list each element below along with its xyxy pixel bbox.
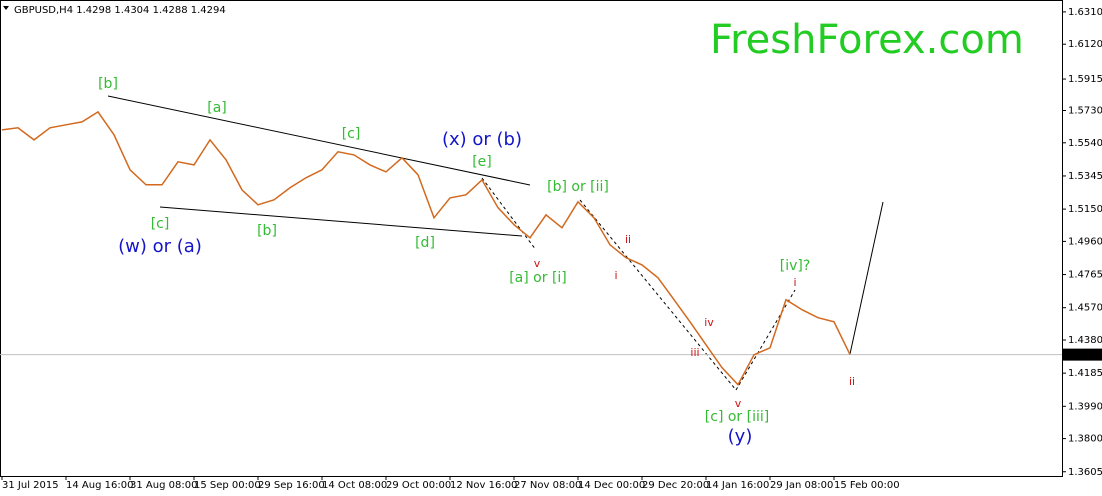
- y-tick-label: 1.3990: [1068, 401, 1102, 412]
- wave-label: v: [735, 397, 742, 410]
- price-line-series: [1, 110, 851, 386]
- y-tick-label: 1.5345: [1068, 171, 1102, 182]
- wave-label: [b]: [257, 223, 277, 239]
- x-tick-label: 14 Jan 16:00: [706, 480, 769, 491]
- wave-label: [c] or [iii]: [705, 409, 769, 425]
- x-tick-label: 29 Jan 08:00: [770, 480, 833, 491]
- y-tick-label: 1.4380: [1068, 335, 1102, 346]
- x-tick-label: 14 Aug 16:00: [66, 480, 133, 491]
- wave-label: ii: [625, 233, 631, 246]
- x-tick-label: 14 Dec 00:00: [578, 480, 645, 491]
- wave-label: (w) or (a): [118, 236, 202, 257]
- wave-label: [b] or [ii]: [547, 179, 609, 195]
- x-tick-label: 12 Nov 16:00: [450, 480, 517, 491]
- wave-label: [e]: [472, 154, 492, 170]
- wave-label: iv: [704, 316, 714, 329]
- x-tick-label: 31 Jul 2015: [2, 480, 59, 491]
- y-tick-label: 1.5150: [1068, 204, 1102, 215]
- y-tick-label: 1.5540: [1068, 138, 1102, 149]
- wave-label: [iv]?: [780, 258, 811, 274]
- y-tick-label: 1.4570: [1068, 303, 1102, 314]
- x-tick-label: 14 Oct 08:00: [322, 480, 387, 491]
- watermark: FreshForex.com: [710, 17, 1024, 63]
- y-tick-label: 1.6310: [1068, 7, 1102, 18]
- y-tick-label: 1.4765: [1068, 270, 1102, 281]
- x-tick-label: 15 Feb 00:00: [834, 480, 900, 491]
- y-tick-label: 1.5915: [1068, 74, 1102, 85]
- menu-arrow: [3, 6, 9, 10]
- x-tick-label: 15 Sep 00:00: [194, 480, 261, 491]
- y-tick-label: 1.6120: [1068, 39, 1102, 50]
- y-tick-label: 1.5730: [1068, 106, 1102, 117]
- trend-lines: [107, 95, 884, 391]
- y-tick-label: 1.3605: [1068, 467, 1102, 478]
- wave-label: [c]: [151, 216, 170, 232]
- wave-label: (y): [728, 426, 753, 447]
- y-tick-label: 1.4960: [1068, 236, 1102, 247]
- wave-label: (x) or (b): [442, 129, 522, 150]
- price-label-bg: [1062, 348, 1102, 361]
- price-label: 1.4294: [1068, 350, 1102, 361]
- chart-title: GBPUSD,H4 1.4298 1.4304 1.4288 1.4294: [14, 5, 226, 16]
- wave-label: ii: [849, 375, 855, 388]
- wave-label: [c]: [342, 126, 361, 142]
- wave-label: [a]: [207, 100, 227, 116]
- wave-label: i: [793, 276, 796, 289]
- x-tick-label: 29 Sep 16:00: [258, 480, 325, 491]
- wave-label: [b]: [98, 76, 118, 92]
- wave-label: iii: [690, 346, 699, 359]
- wave-label: [a] or [i]: [509, 270, 567, 286]
- plot-area: [0, 0, 1063, 477]
- x-tick-label: 29 Dec 20:00: [642, 480, 709, 491]
- wave-label: i: [614, 269, 617, 282]
- y-tick-label: 1.3800: [1068, 434, 1102, 445]
- x-tick-label: 29 Oct 00:00: [386, 480, 451, 491]
- wave-label: [d]: [415, 235, 435, 251]
- y-tick-label: 1.4185: [1068, 368, 1102, 379]
- wave-label: v: [534, 257, 541, 270]
- x-tick-label: 27 Nov 08:00: [514, 480, 581, 491]
- x-tick-label: 31 Aug 08:00: [130, 480, 197, 491]
